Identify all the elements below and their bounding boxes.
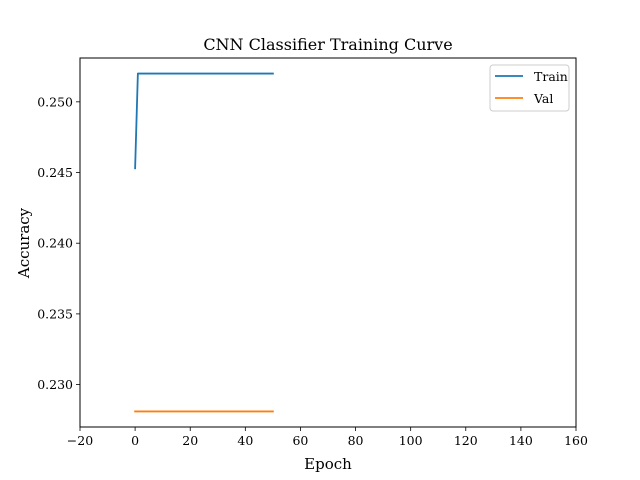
y-tick-label: 0.250 [37,94,73,109]
x-tick-label: 40 [237,433,253,448]
x-tick-label: 80 [348,433,364,448]
x-tick-label: 60 [292,433,308,448]
x-tick-label: 160 [564,433,588,448]
plot-lines [134,72,274,413]
x-tick-label: 100 [399,433,423,448]
chart-title: CNN Classifier Training Curve [203,35,452,54]
y-axis-label: Accuracy [15,207,33,279]
x-tick-label: 0 [131,433,139,448]
x-tick-label: 140 [509,433,533,448]
legend: Train Val [489,64,570,112]
x-tick-label: 120 [454,433,478,448]
y-tick-label: 0.240 [37,236,73,251]
plot-area-frame [79,57,577,428]
legend-label-train: Train [534,69,568,84]
legend-label-val: Val [533,91,553,106]
y-tick-label: 0.235 [37,306,73,321]
x-tick-label: 20 [182,433,198,448]
series-line-train [134,72,274,170]
x-axis-label: Epoch [304,455,352,473]
y-tick-label: 0.230 [37,377,73,392]
y-tick-label: 0.245 [37,165,73,180]
x-axis-ticks: −20 0 20 40 60 80 100 120 140 160 [67,427,588,448]
x-tick-label: −20 [67,433,93,448]
y-axis-ticks: 0.230 0.235 0.240 0.245 0.250 [37,94,80,392]
